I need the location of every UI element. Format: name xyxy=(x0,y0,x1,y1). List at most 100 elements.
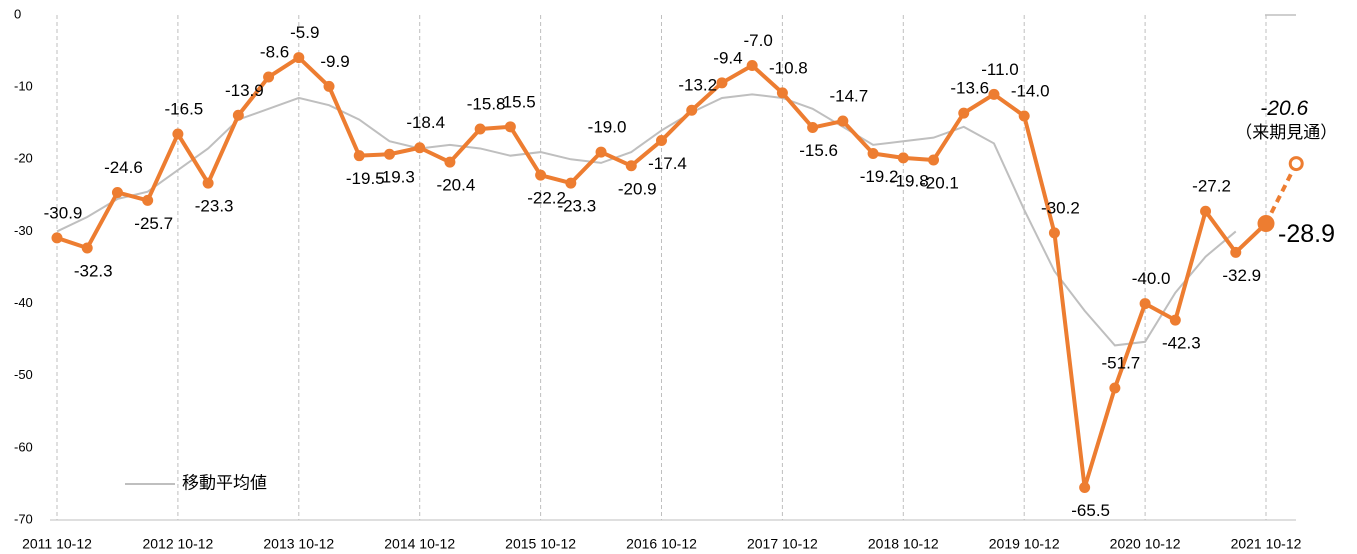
data-label: -40.0 xyxy=(1132,269,1171,288)
data-label: -9.4 xyxy=(713,48,742,67)
data-label: -8.6 xyxy=(260,43,289,62)
point xyxy=(595,146,607,158)
data-label: -22.2 xyxy=(527,189,566,208)
y-tick-label: -40 xyxy=(14,295,33,310)
point xyxy=(1109,382,1121,394)
data-label: -24.6 xyxy=(104,158,143,177)
point xyxy=(293,52,305,64)
data-label: -15.8 xyxy=(467,94,506,113)
point xyxy=(1079,482,1091,494)
point xyxy=(51,232,63,244)
point xyxy=(686,104,698,116)
point xyxy=(1048,227,1060,239)
point xyxy=(625,160,637,172)
point xyxy=(1139,298,1151,310)
data-label: -7.0 xyxy=(744,31,773,50)
point xyxy=(867,148,879,160)
data-label: -14.0 xyxy=(1011,81,1050,100)
point xyxy=(535,169,547,181)
point xyxy=(746,60,758,71)
data-label: -19.5 xyxy=(346,169,385,188)
y-tick-label: -50 xyxy=(14,367,33,382)
x-tick-label: 2021 10-12 xyxy=(1231,536,1302,552)
point xyxy=(807,122,819,134)
y-tick-label: -10 xyxy=(14,79,33,94)
point xyxy=(656,135,667,147)
x-tick-label: 2015 10-12 xyxy=(505,536,576,552)
point xyxy=(1257,214,1275,232)
data-label: -42.3 xyxy=(1162,334,1201,353)
legend-label: 移動平均値 xyxy=(182,473,267,492)
point xyxy=(414,142,426,154)
data-label: -51.7 xyxy=(1102,353,1141,372)
point xyxy=(1018,110,1030,122)
point xyxy=(232,109,244,121)
data-label: -13.6 xyxy=(950,79,989,98)
point xyxy=(1200,205,1212,217)
data-label: -28.9 xyxy=(1278,220,1335,248)
point xyxy=(958,107,970,119)
point xyxy=(444,156,456,168)
data-label: -11.0 xyxy=(981,60,1019,79)
x-tick-label: 2016 10-12 xyxy=(626,536,697,552)
point xyxy=(565,177,577,189)
data-label: -19.3 xyxy=(376,168,415,187)
point xyxy=(716,77,728,89)
data-label: -18.4 xyxy=(406,113,445,132)
data-label: -32.9 xyxy=(1222,266,1261,285)
data-label: -15.6 xyxy=(799,141,838,160)
point xyxy=(504,121,516,133)
annotation: （来期見通） xyxy=(1235,123,1337,142)
data-label: -13.9 xyxy=(225,81,264,100)
x-tick-label: 2019 10-12 xyxy=(989,536,1060,552)
data-label: -23.3 xyxy=(557,197,596,216)
data-label: -32.3 xyxy=(74,262,113,281)
data-label: -5.9 xyxy=(290,23,319,42)
x-tick-label: 2014 10-12 xyxy=(384,536,455,552)
data-label: -19.0 xyxy=(588,118,627,137)
x-tick-label: 2011 10-12 xyxy=(22,536,92,552)
point xyxy=(111,186,123,198)
point xyxy=(1230,246,1242,258)
data-label: -19.8 xyxy=(890,171,929,190)
point xyxy=(474,123,486,135)
data-label: -27.2 xyxy=(1192,177,1231,196)
y-tick-label: -20 xyxy=(14,151,33,166)
data-label: -9.9 xyxy=(320,52,349,71)
data-label: -17.4 xyxy=(648,154,687,173)
data-label: -16.5 xyxy=(165,100,204,119)
point xyxy=(897,152,909,164)
data-label: -10.8 xyxy=(769,58,808,77)
point xyxy=(1169,314,1181,326)
y-tick-label: -70 xyxy=(14,511,33,526)
y-tick-label: -30 xyxy=(14,223,33,238)
point xyxy=(323,80,335,92)
point xyxy=(383,148,395,160)
point xyxy=(928,154,940,166)
data-label: -15.5 xyxy=(497,92,536,111)
y-tick-label: -60 xyxy=(14,439,33,454)
moving-average-line xyxy=(56,93,1237,347)
point xyxy=(202,177,214,189)
data-label: -20.9 xyxy=(618,179,657,198)
point xyxy=(1288,156,1304,172)
data-label: -65.5 xyxy=(1071,501,1110,520)
data-label: -23.3 xyxy=(195,197,234,216)
x-tick-label: 2017 10-12 xyxy=(747,536,818,552)
data-label: -20.1 xyxy=(920,173,959,192)
y-tick-label: 0 xyxy=(14,6,21,21)
x-tick-label: 2018 10-12 xyxy=(868,536,939,552)
point xyxy=(263,71,275,83)
data-label: -30.9 xyxy=(44,203,83,222)
point xyxy=(81,242,93,254)
data-label: -19.2 xyxy=(860,167,899,186)
x-tick-label: 2012 10-12 xyxy=(142,536,213,552)
point xyxy=(142,194,154,206)
data-label: -20.4 xyxy=(437,176,476,195)
point xyxy=(353,150,365,162)
point xyxy=(837,115,849,127)
point xyxy=(172,128,184,140)
data-label: -30.2 xyxy=(1041,198,1080,217)
data-label: -14.7 xyxy=(829,87,868,106)
